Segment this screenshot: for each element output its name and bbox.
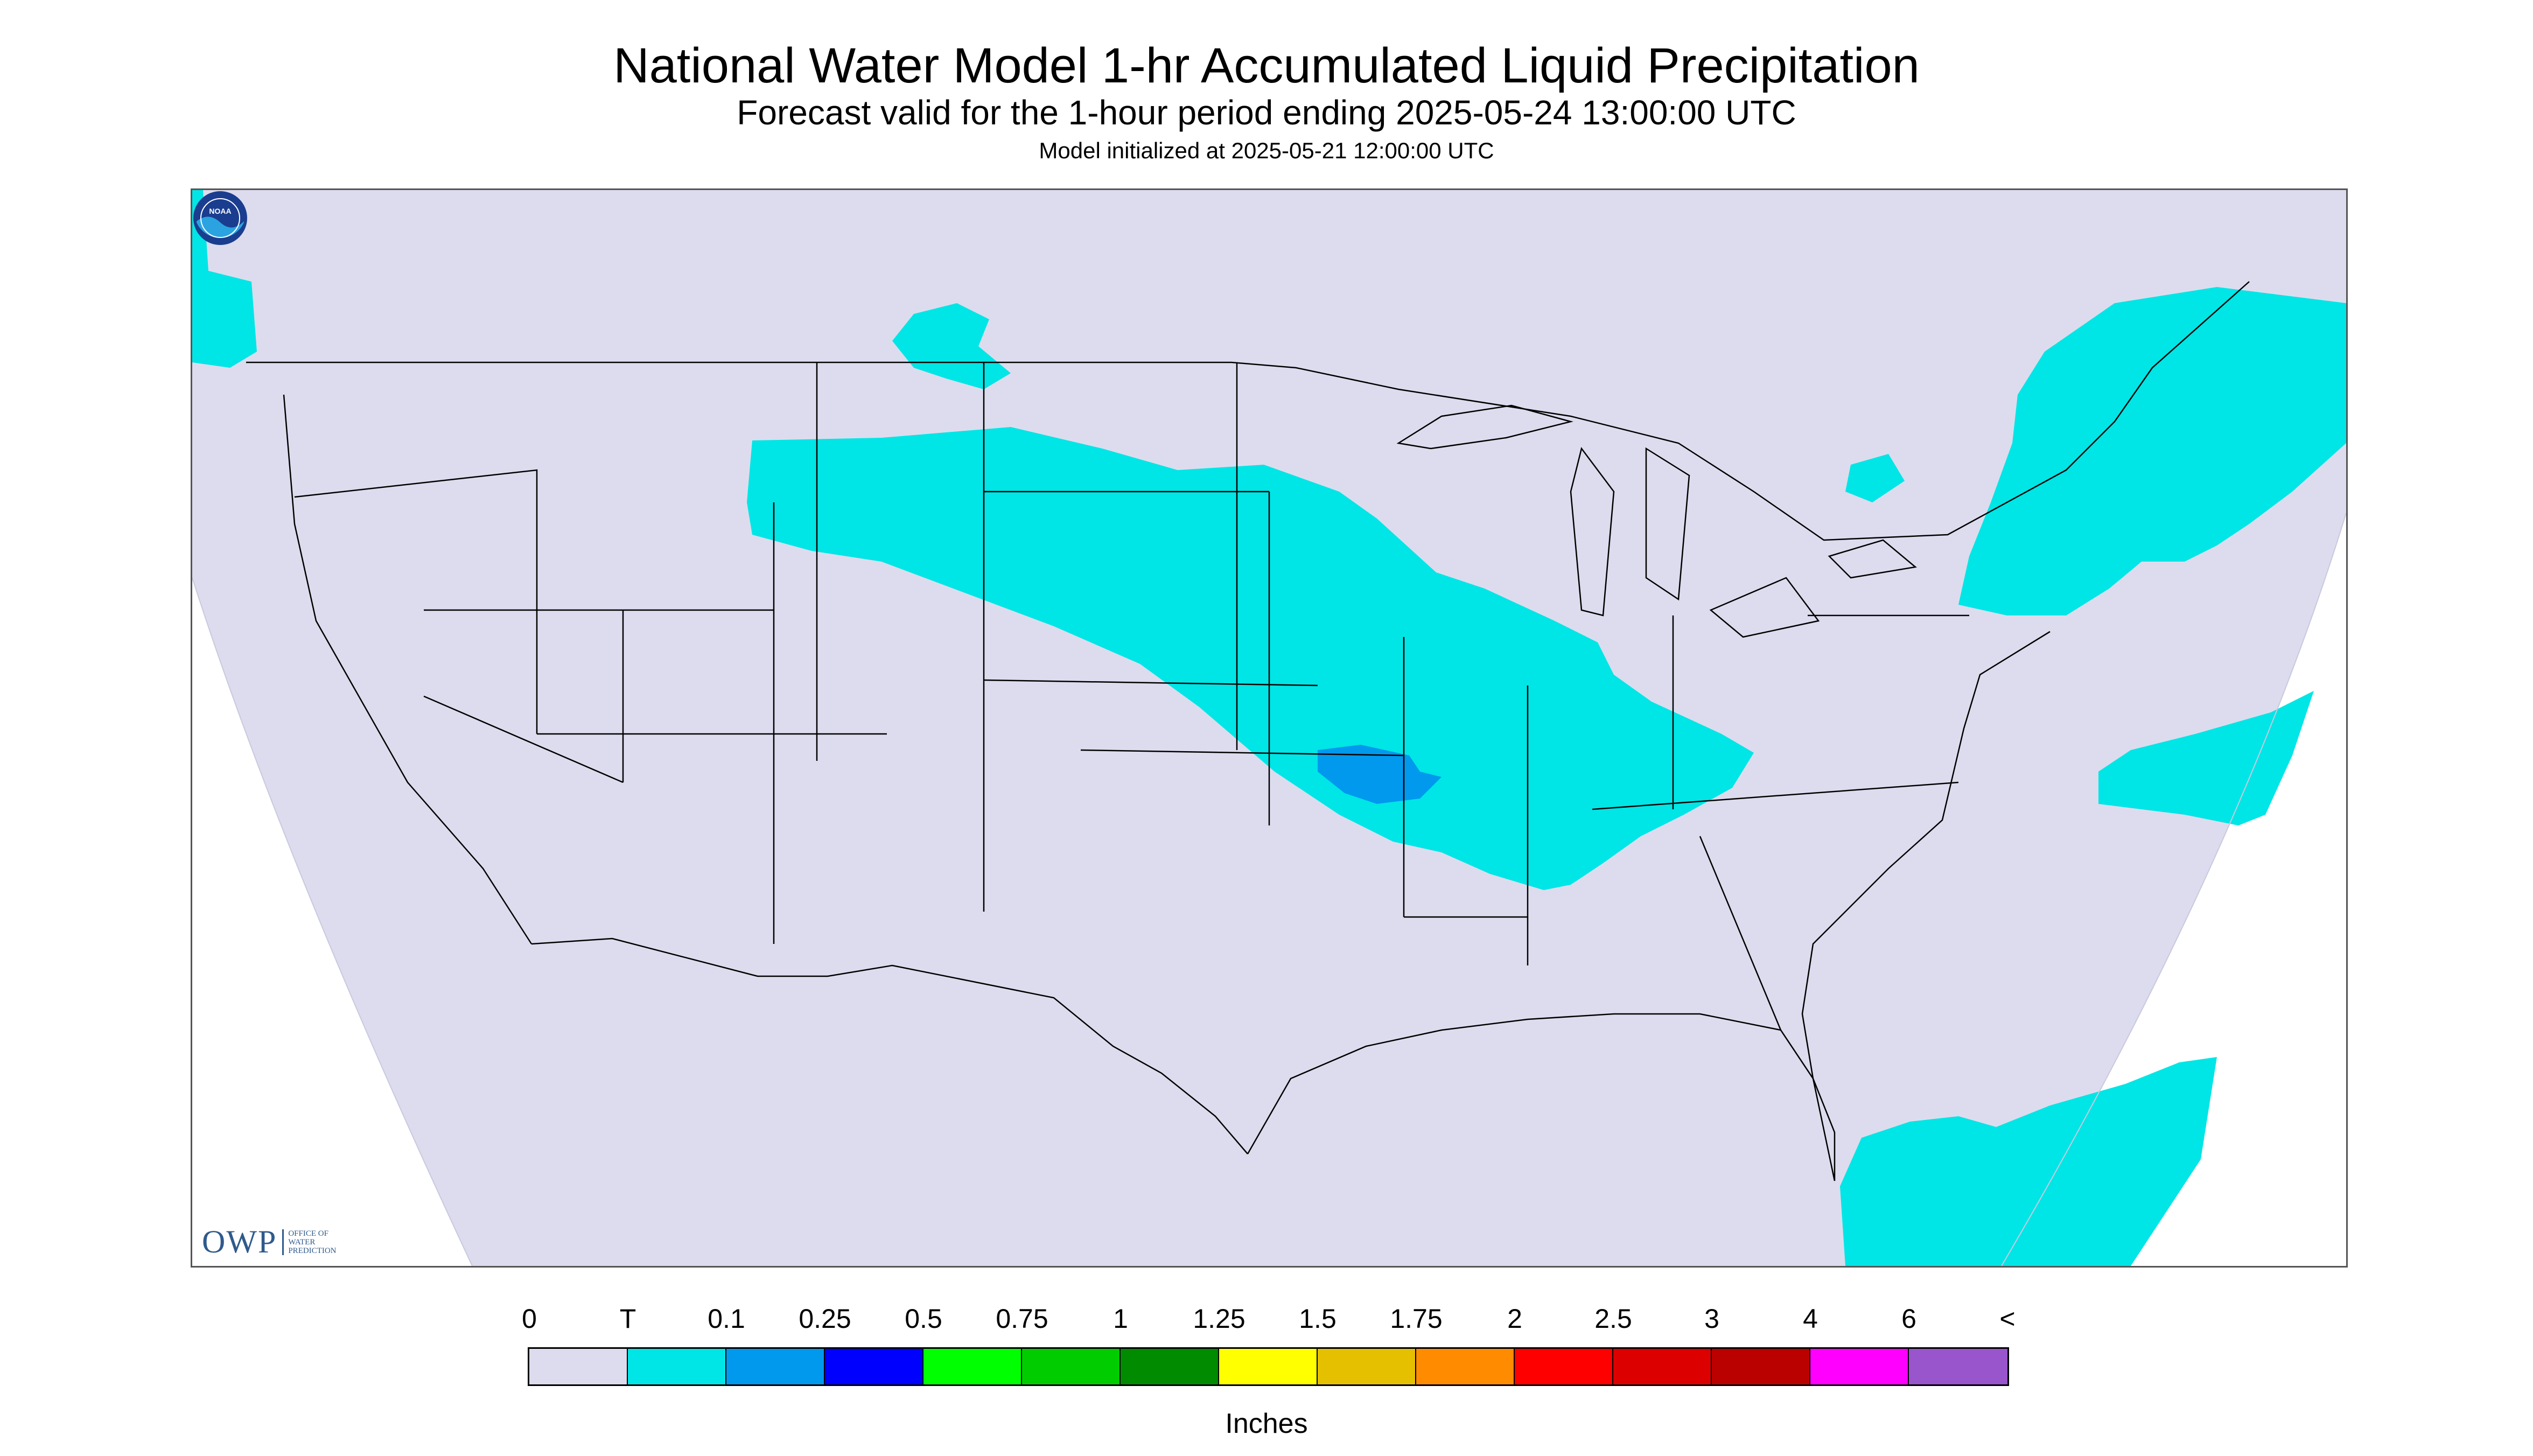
precip-area-atlantic-offshore	[2098, 691, 2314, 825]
precip-trace-areas	[192, 190, 2346, 1266]
legend-tick-label: 2.5	[1594, 1304, 1632, 1334]
precip-area-caribbean	[1840, 1057, 2217, 1266]
legend-swatch	[825, 1349, 923, 1384]
state-lines-central	[983, 362, 1528, 918]
precip-area-pacific-nw	[192, 190, 257, 368]
legend-swatch	[1810, 1349, 1909, 1384]
legend-swatch	[628, 1349, 726, 1384]
legend-tick-label: 0.1	[708, 1304, 745, 1334]
legend-colorbar	[528, 1347, 2009, 1386]
legend-swatch	[726, 1349, 825, 1384]
precipitation-map: OWP OFFICE OF WATER PREDICTION NOAA	[191, 188, 2348, 1268]
legend-swatch	[1318, 1349, 1416, 1384]
legend-tick-label: 1.25	[1193, 1304, 1245, 1334]
legend-tick-label: 3	[1704, 1304, 1719, 1334]
legend-swatch	[923, 1349, 1022, 1384]
gulf-atlantic-coast	[1247, 631, 2051, 1181]
legend-tick-label: 1	[1113, 1304, 1128, 1334]
owp-subtitle-line: PREDICTION	[288, 1246, 337, 1255]
color-legend: 0 T 0.1 0.25 0.5 0.75 1 1.25 1.5 1.75 2 2.5 3 4 6 < Inc…	[0, 1292, 2533, 1454]
domain-edge	[192, 513, 2346, 1266]
us-mexico-border	[531, 937, 1248, 1154]
legend-tick-label: 0.25	[799, 1304, 851, 1334]
owp-logo-text: OWP	[202, 1224, 277, 1259]
owp-logo: OWP OFFICE OF WATER PREDICTION	[202, 1223, 337, 1261]
legend-tick-label: 4	[1803, 1304, 1818, 1334]
legend-tick-label: 0.75	[996, 1304, 1048, 1334]
map-subtitle: Forecast valid for the 1-hour period end…	[737, 93, 1796, 132]
legend-swatch	[1219, 1349, 1318, 1384]
legend-swatch	[1712, 1349, 1810, 1384]
legend-tick-label: 1.75	[1390, 1304, 1443, 1334]
us-canada-border	[246, 281, 2250, 541]
legend-swatch	[1121, 1349, 1219, 1384]
legend-swatch	[1515, 1349, 1613, 1384]
owp-subtitle-line: WATER	[288, 1237, 316, 1247]
legend-tick-label: 0	[522, 1304, 537, 1334]
west-coast	[283, 394, 533, 944]
legend-tick-label: T	[619, 1304, 636, 1334]
state-lines-east	[1527, 614, 1969, 1031]
owp-logo-subtitle: OFFICE OF WATER PREDICTION	[282, 1229, 337, 1255]
legend-tick-label: 2	[1507, 1304, 1522, 1334]
legend-tick-label: <	[1999, 1304, 2016, 1334]
legend-tick-label: 0.5	[905, 1304, 942, 1334]
legend-swatch	[529, 1349, 628, 1384]
precip-area-montana-patch	[892, 303, 1011, 389]
precip-area-great-lakes-patch	[1845, 454, 1905, 502]
precip-area-northeast	[1958, 287, 2346, 615]
legend-swatch	[1909, 1349, 2007, 1384]
legend-swatch	[1022, 1349, 1121, 1384]
noaa-logo: NOAA	[193, 191, 247, 245]
precip-area-missouri-light	[1318, 745, 1442, 804]
legend-tick-label: 1.5	[1299, 1304, 1337, 1334]
map-canvas	[192, 190, 2346, 1266]
legend-swatch	[1613, 1349, 1712, 1384]
precip-area-central-plains	[747, 427, 1754, 890]
great-lakes-outline	[1396, 404, 1917, 638]
svg-text:NOAA: NOAA	[209, 207, 231, 215]
map-title: National Water Model 1-hr Accumulated Li…	[613, 38, 1920, 93]
legend-tick-label: 6	[1901, 1304, 1916, 1334]
model-init-time: Model initialized at 2025-05-21 12:00:00…	[1039, 138, 1494, 163]
owp-subtitle-line: OFFICE OF	[288, 1229, 328, 1238]
state-and-national-borders	[246, 281, 2250, 1181]
legend-unit-label: Inches	[1225, 1408, 1308, 1439]
state-lines-west	[294, 362, 985, 944]
legend-swatch	[1416, 1349, 1515, 1384]
